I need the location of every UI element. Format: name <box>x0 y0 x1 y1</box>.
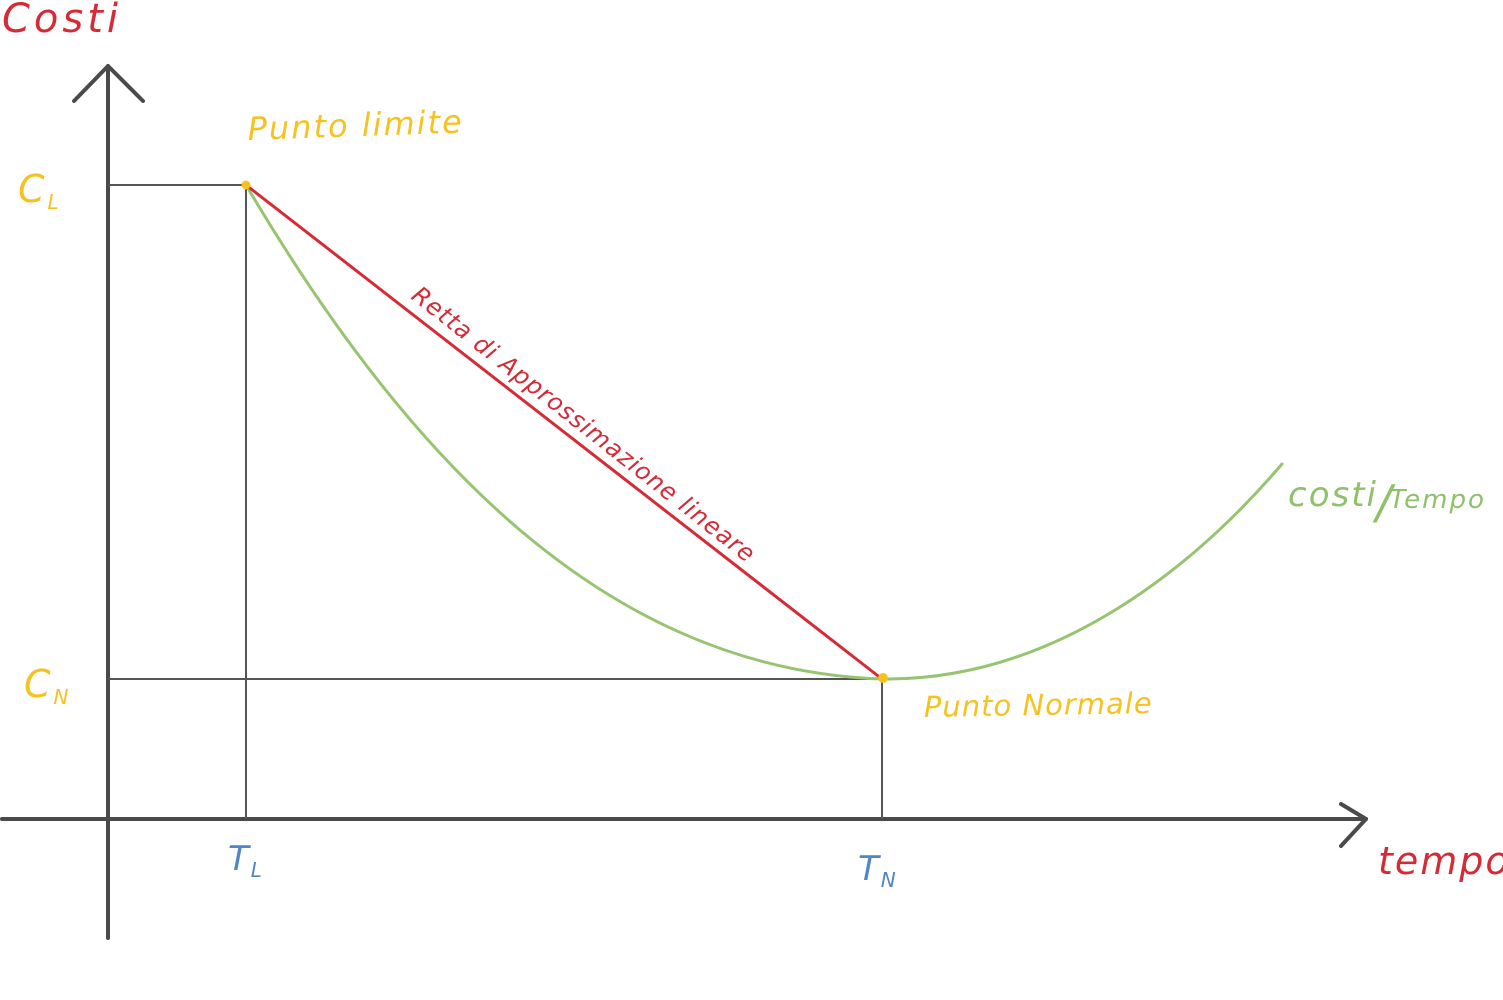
time-normal-main: T <box>858 849 881 889</box>
cost-normal-sub: N <box>54 685 69 709</box>
time-limit-sub: L <box>251 858 262 882</box>
normal-point <box>878 673 888 683</box>
y-axis-arrowhead <box>72 64 145 103</box>
cost-limit-main: C <box>18 167 45 211</box>
y-axis-label: Costi <box>2 0 122 42</box>
time-limit-main: T <box>228 839 251 879</box>
curve-label: costi/Tempo <box>1288 475 1486 529</box>
x-axis-arrowhead <box>1339 802 1368 848</box>
limit-point-label: Punto limite <box>247 102 464 148</box>
curve-label-main: costi <box>1288 475 1378 515</box>
cost-normal-main: C <box>24 662 51 706</box>
cost-limit-sub: L <box>48 190 59 214</box>
linear-approximation-line <box>244 183 884 681</box>
cost-time-curve <box>244 183 1284 681</box>
linear-approximation-label: Retta di Approssimazione lineare <box>406 281 761 569</box>
guide-lines <box>108 184 883 819</box>
curve-label-sub: Tempo <box>1390 485 1486 515</box>
limit-point <box>241 180 251 190</box>
curve-label-slash: / <box>1372 475 1396 529</box>
normal-point-label: Punto Normale <box>924 686 1153 724</box>
time-normal-sub: N <box>881 868 896 892</box>
axes <box>0 64 1368 940</box>
x-axis-label: tempo <box>1378 839 1503 883</box>
